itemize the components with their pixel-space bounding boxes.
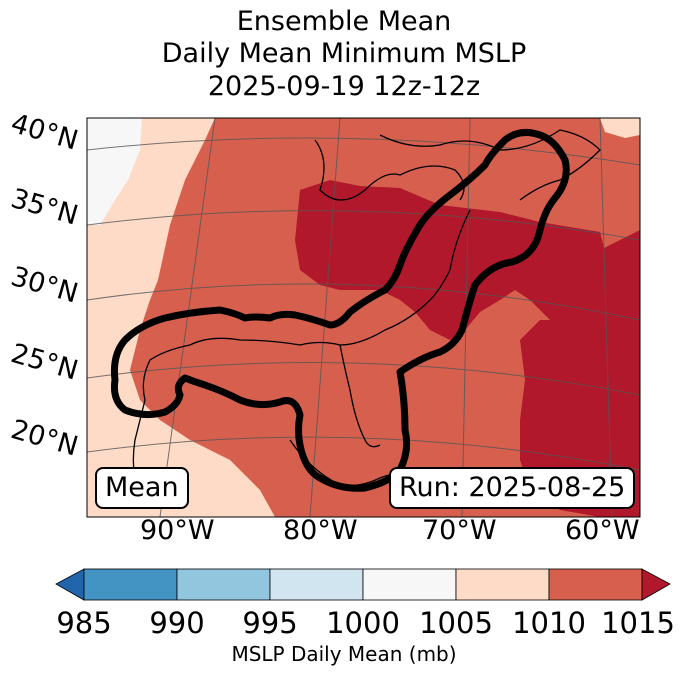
colorbar-990-995 xyxy=(176,568,271,601)
field-1000-1005-northwest xyxy=(87,118,142,225)
colorbar-label: MSLP Daily Mean (mb) xyxy=(231,642,457,666)
colorbar-1000-1005 xyxy=(362,568,457,601)
colorbar-tick-985: 985 xyxy=(56,606,112,640)
colorbar-tick-995: 995 xyxy=(242,606,298,640)
map-frame xyxy=(86,117,641,518)
title-line-2: Daily Mean Minimum MSLP xyxy=(161,38,527,69)
mean-label-box: Mean xyxy=(95,467,189,509)
colorbar-995-1000 xyxy=(269,568,364,601)
colorbar-1005-1010 xyxy=(455,568,550,601)
colorbar-985-990 xyxy=(83,568,178,601)
colorbar-tick-990: 990 xyxy=(149,606,205,640)
colorbar-1010-1015 xyxy=(548,568,643,601)
graticule xyxy=(87,118,640,517)
run-date-box: Run: 2025-08-25 xyxy=(389,467,636,509)
lon-label-60: 60°W xyxy=(565,515,640,546)
colorbar-below xyxy=(55,568,85,601)
colorbar-tick-1000: 1000 xyxy=(326,606,400,640)
mslp-contour xyxy=(111,128,570,492)
lon-label-70: 70°W xyxy=(422,515,497,546)
title-line-1: Ensemble Mean xyxy=(236,6,452,37)
colorbar xyxy=(55,568,671,601)
colorbar-above xyxy=(641,568,671,601)
field-1005-1010-northeast xyxy=(600,118,640,138)
field-1005-1010-west xyxy=(87,118,275,517)
title-line-3: 2025-09-19 12z-12z xyxy=(207,71,481,102)
colorbar-tick-1005: 1005 xyxy=(419,606,493,640)
colorbar-tick-1010: 1010 xyxy=(512,606,586,640)
colorbar-tick-1015: 1015 xyxy=(601,606,675,640)
lon-label-90: 90°W xyxy=(140,515,215,546)
lon-label-80: 80°W xyxy=(283,515,358,546)
